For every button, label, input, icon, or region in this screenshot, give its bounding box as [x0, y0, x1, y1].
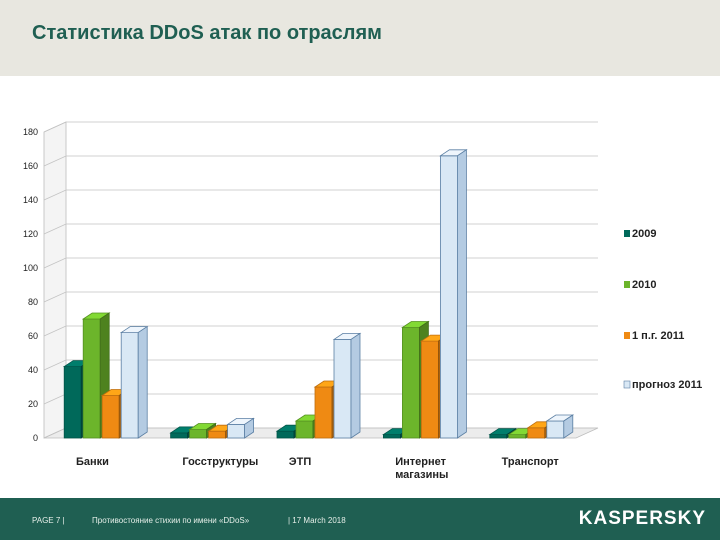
bar — [545, 414, 575, 439]
header-band: Статистика DDoS атак по отраслям — [0, 0, 720, 76]
legend-label: 1 п.г. 2011 — [632, 330, 684, 342]
bar-front — [546, 420, 565, 439]
bar-front — [333, 338, 352, 439]
y-tick-label: 180 — [23, 127, 38, 137]
page-title: Статистика DDoS атак по отраслям — [32, 22, 382, 44]
bars — [62, 149, 575, 439]
category-label: Интернет — [395, 456, 446, 468]
y-tick-label: 100 — [23, 263, 38, 273]
category-label: Госструктуры — [182, 456, 258, 468]
bar-side — [244, 417, 255, 439]
legend-swatch — [624, 230, 630, 237]
bar-front — [63, 366, 82, 439]
y-tick-label: 80 — [28, 297, 38, 307]
y-tick-label: 160 — [23, 161, 38, 171]
category-label: Банки — [76, 456, 109, 468]
gridline — [43, 155, 598, 167]
footer-subtitle: Противостояние стихии по имени «DDoS» — [92, 516, 250, 525]
bar — [439, 149, 468, 439]
bar-chart: 0 20 40 60 80 100 120 140 160 180 Банки Госструкту… — [23, 121, 702, 481]
category-label: ЭТП — [289, 456, 312, 468]
bar-front — [420, 340, 439, 439]
y-tick-label: 40 — [28, 365, 38, 375]
bar — [332, 332, 362, 439]
gridline — [43, 257, 598, 269]
legend-swatch — [624, 281, 630, 288]
y-tick-label: 0 — [33, 433, 38, 443]
bar-side — [456, 149, 467, 439]
bar-side — [350, 332, 361, 439]
bar-front — [489, 434, 508, 439]
bar-front — [508, 434, 527, 439]
gridline — [43, 121, 598, 133]
bar-side — [563, 414, 574, 439]
bar-front — [314, 386, 333, 439]
bar-side — [137, 325, 148, 439]
legend-swatch — [623, 380, 631, 389]
bar-front — [82, 318, 101, 439]
kaspersky-logo: KASPERSKY — [578, 508, 706, 529]
legend-swatch — [624, 332, 630, 339]
y-tick-label: 120 — [23, 229, 38, 239]
bar — [119, 325, 149, 439]
bar-front — [227, 423, 246, 439]
bar-front — [439, 155, 458, 439]
legend: 2009 2010 1 п.г. 2011 прогноз 2011 — [623, 228, 702, 391]
footer-date: | 17 March 2018 — [288, 516, 346, 525]
y-tick-label: 20 — [28, 399, 38, 409]
bar-front — [101, 395, 120, 439]
gridline — [43, 189, 598, 201]
bar-front — [295, 420, 314, 439]
footer-bar: PAGE 7 | Противостояние стихии по имени … — [0, 498, 720, 540]
chart-side-wall — [43, 121, 67, 439]
legend-label: 2009 — [632, 228, 656, 240]
bar-front — [189, 429, 208, 439]
bar-front — [208, 430, 227, 439]
category-label: магазины — [395, 469, 448, 481]
y-tick-label: 60 — [28, 331, 38, 341]
bar-front — [170, 432, 189, 439]
bar-front — [527, 427, 546, 439]
y-tick-label: 140 — [23, 195, 38, 205]
y-axis-ticks: 0 20 40 60 80 100 120 140 160 180 — [23, 127, 38, 443]
gridline — [43, 291, 598, 303]
bar-front — [120, 332, 139, 439]
bar-front — [401, 327, 420, 439]
footer-page: PAGE 7 | — [32, 516, 65, 525]
bar — [226, 417, 255, 439]
legend-label: прогноз 2011 — [632, 379, 702, 391]
bar-front — [276, 430, 295, 439]
category-label: Транспорт — [502, 456, 560, 468]
bar-front — [382, 434, 401, 439]
gridline — [43, 223, 598, 235]
legend-label: 2010 — [632, 279, 656, 291]
